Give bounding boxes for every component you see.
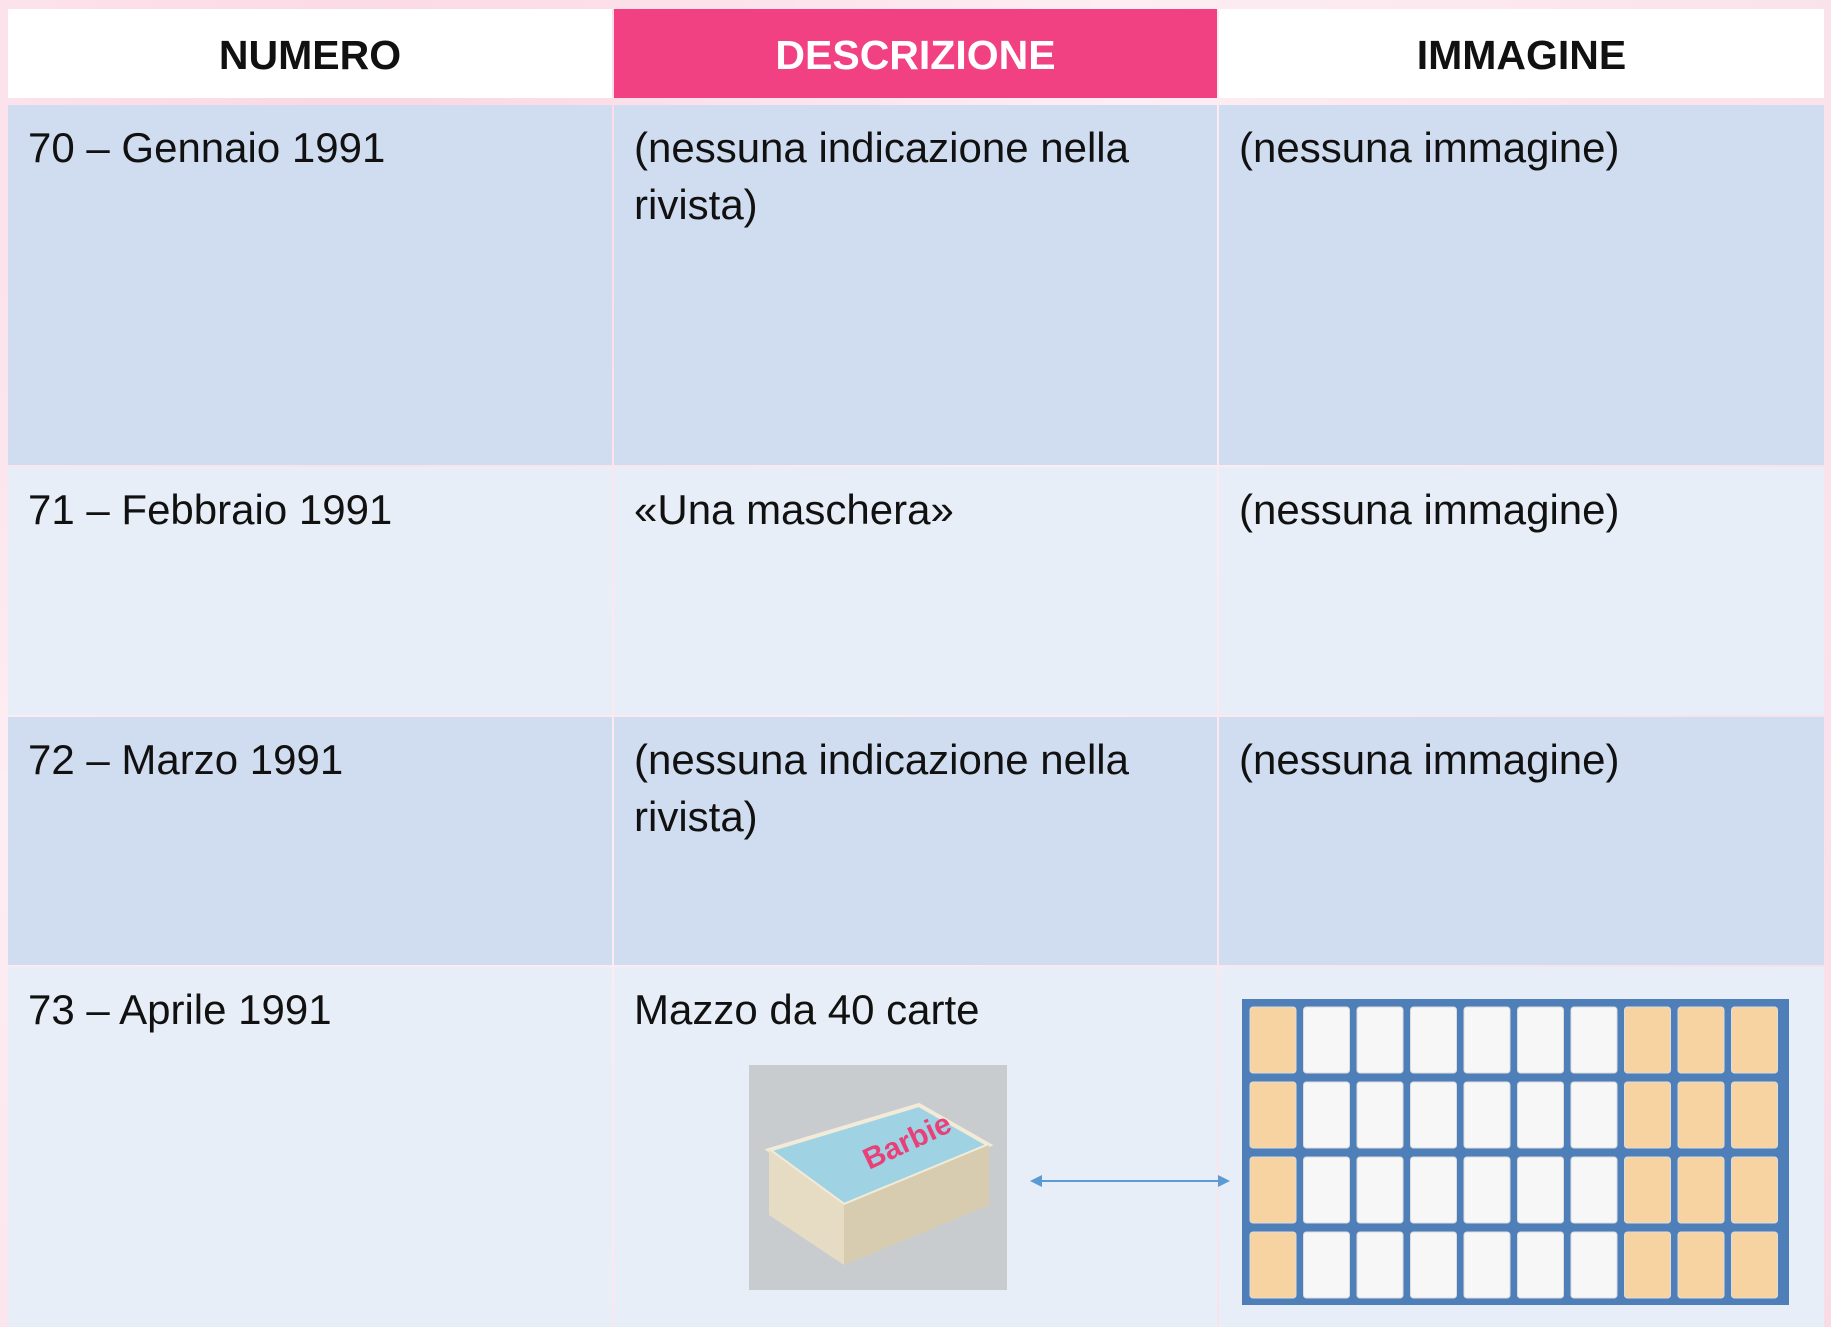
card xyxy=(1303,1006,1350,1074)
card xyxy=(1303,1081,1350,1149)
card xyxy=(1677,1006,1725,1074)
card xyxy=(1356,1081,1404,1149)
card xyxy=(1356,1231,1404,1299)
card xyxy=(1677,1081,1725,1149)
card xyxy=(1463,1231,1511,1299)
card xyxy=(1624,1231,1671,1299)
card xyxy=(1677,1156,1725,1224)
card xyxy=(1356,1006,1404,1074)
card xyxy=(1517,1156,1564,1224)
column-header: DESCRIZIONE xyxy=(614,9,1217,98)
card xyxy=(1410,1006,1457,1074)
table-cell: 72 – Marzo 1991 xyxy=(8,717,612,965)
card xyxy=(1731,1081,1778,1149)
card xyxy=(1517,1081,1564,1149)
table-cell: «Una maschera» xyxy=(614,467,1217,715)
card xyxy=(1517,1231,1564,1299)
card xyxy=(1249,1231,1297,1299)
table-cell: 70 – Gennaio 1991 xyxy=(8,105,612,465)
deck-photo: Barbie xyxy=(749,1065,1007,1290)
card xyxy=(1624,1006,1671,1074)
card xyxy=(1570,1156,1618,1224)
card xyxy=(1624,1156,1671,1224)
card xyxy=(1517,1006,1564,1074)
card xyxy=(1463,1156,1511,1224)
card xyxy=(1624,1081,1671,1149)
table-cell: (nessuna indicazione nella rivista) xyxy=(614,717,1217,965)
arrow xyxy=(1030,1175,1230,1187)
card xyxy=(1463,1006,1511,1074)
card xyxy=(1410,1156,1457,1224)
table-cell: (nessuna immagine) xyxy=(1219,717,1824,965)
card xyxy=(1249,1081,1297,1149)
card xyxy=(1249,1156,1297,1224)
column-header: NUMERO xyxy=(8,9,612,98)
card xyxy=(1410,1231,1457,1299)
card xyxy=(1677,1231,1725,1299)
table-cell: 71 – Febbraio 1991 xyxy=(8,467,612,715)
card xyxy=(1570,1231,1618,1299)
card xyxy=(1410,1081,1457,1149)
card xyxy=(1731,1231,1778,1299)
table-cell: 73 – Aprile 1991 xyxy=(8,967,612,1327)
table-cell: (nessuna indicazione nella rivista) xyxy=(614,105,1217,465)
card xyxy=(1731,1006,1778,1074)
card xyxy=(1731,1156,1778,1224)
column-header: IMMAGINE xyxy=(1219,9,1824,98)
card xyxy=(1570,1081,1618,1149)
card xyxy=(1356,1156,1404,1224)
table-cell: (nessuna immagine) xyxy=(1219,467,1824,715)
card xyxy=(1570,1006,1618,1074)
card xyxy=(1249,1006,1297,1074)
table-cell: (nessuna immagine) xyxy=(1219,105,1824,465)
card xyxy=(1303,1231,1350,1299)
card xyxy=(1463,1081,1511,1149)
cards-photo xyxy=(1242,999,1789,1305)
card xyxy=(1303,1156,1350,1224)
